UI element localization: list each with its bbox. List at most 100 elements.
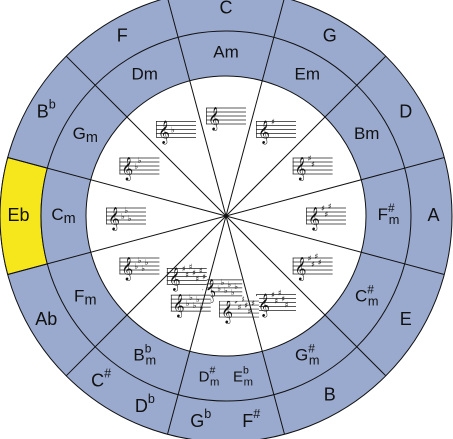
divider-line <box>225 55 387 217</box>
sharp-sign-icon: ♯ <box>274 297 278 306</box>
flat-sign-icon: ♭ <box>171 125 175 134</box>
flat-sign-icon: ♭ <box>193 301 197 310</box>
flat-sign-icon: ♭ <box>189 293 193 302</box>
minor-key-label: Dm <box>132 65 158 84</box>
sharp-sign-icon: ♯ <box>328 202 332 211</box>
treble-clef-icon: 𝄞 <box>221 299 233 324</box>
minor-key-label: Fm <box>74 287 96 308</box>
sharp-sign-icon: ♯ <box>308 254 312 263</box>
treble-clef-icon: 𝄞 <box>308 206 320 231</box>
flat-sign-icon: ♭ <box>121 212 125 221</box>
major-key-label: G <box>323 25 337 45</box>
divider-line <box>225 0 285 217</box>
flat-sign-icon: ♭ <box>134 162 138 171</box>
minor-key-label: Am <box>213 43 239 62</box>
key-signature-staff: 𝄞 <box>206 103 246 131</box>
major-key-label: C <box>220 0 233 17</box>
flat-sign-icon: ♭ <box>134 262 138 271</box>
flat-sign-icon: ♭ <box>217 284 221 293</box>
key-signature-staff: 𝄞 ♯♯♯♯ <box>292 252 333 281</box>
treble-clef-icon: 𝄞 <box>295 256 307 281</box>
key-signature-staff: 𝄞 ♭♭♭♭ <box>119 253 160 281</box>
major-key-label: F <box>117 25 128 45</box>
divider-line <box>225 215 445 275</box>
sharp-sign-icon: ♯ <box>182 264 186 273</box>
treble-clef-icon: 𝄞 <box>208 106 220 131</box>
sharp-sign-icon: ♯ <box>308 154 312 163</box>
sharp-sign-icon: ♯ <box>244 301 248 310</box>
sharp-sign-icon: ♯ <box>195 274 199 283</box>
major-key-label: E <box>400 309 412 329</box>
divider-line <box>65 215 227 377</box>
flat-sign-icon: ♭ <box>128 214 132 223</box>
divider-line <box>225 215 387 377</box>
divider-line <box>65 55 227 217</box>
sharp-sign-icon: ♯ <box>318 258 322 267</box>
minor-key-label: Eb m <box>233 364 253 388</box>
major-key-label-alt: C# <box>91 367 111 390</box>
sharp-sign-icon: ♯ <box>271 117 275 126</box>
key-signature-staff: 𝄞♭♭♭♭♭ <box>170 290 211 318</box>
divider-line <box>7 215 227 275</box>
key-signature-staff: 𝄞 ♯♯♯ <box>306 202 346 231</box>
flat-sign-icon: ♭ <box>227 280 231 289</box>
major-key-label: Eb <box>7 205 29 225</box>
key-signature-staves: 𝄞𝄞 ♯𝄞 ♯♯𝄞 ♯♯♯𝄞 ♯♯♯♯𝄞 ♯♯♯♯♯𝄞 ♯♯♯♯♯♯𝄞 ♭♭♭♭♭♭𝄞 ♭♭♭♭… <box>106 103 346 324</box>
flat-sign-icon: ♭ <box>231 288 235 297</box>
sharp-sign-icon: ♯ <box>202 272 206 281</box>
treble-clef-icon: 𝄞 <box>121 256 133 281</box>
divider-line <box>225 215 285 435</box>
flat-sign-icon: ♭ <box>221 278 225 287</box>
treble-clef-icon: 𝄞 <box>173 293 185 318</box>
sharp-sign-icon: ♯ <box>185 270 189 279</box>
key-signature-staff: 𝄞 ♭♭♭ <box>106 203 146 231</box>
sharp-sign-icon: ♯ <box>285 301 289 310</box>
sharp-sign-icon: ♯ <box>237 303 241 312</box>
segment-dividers <box>7 0 445 435</box>
minor-key-label: Gm <box>73 124 98 145</box>
sharp-sign-icon: ♯ <box>248 307 252 316</box>
major-key-label: Db <box>135 392 155 415</box>
minor-key-label: G# m <box>295 342 320 368</box>
major-key-label: A <box>427 205 439 225</box>
divider-line <box>225 157 445 217</box>
major-key-label: B <box>324 384 336 404</box>
divider-line <box>167 0 227 217</box>
minor-key-label: C# m <box>355 282 379 308</box>
key-signature-staff-alt: 𝄞 ♯♯♯♯♯♯♯ <box>166 262 207 291</box>
sharp-sign-icon: ♯ <box>281 295 285 304</box>
key-signature-staff: 𝄞 ♯♯ <box>292 153 333 181</box>
minor-key-label-alt: D# m <box>199 364 220 388</box>
minor-key-labels: Am Em Bm F# m C# m G# m Eb m D# m Bb m Fm Cm Gm Dm <box>51 43 399 389</box>
major-key-labels: C G D A E B F# Gb Db C# Ab Eb Bb F <box>7 0 439 431</box>
sharp-sign-icon: ♯ <box>311 260 315 269</box>
sharp-sign-icon: ♯ <box>311 160 315 169</box>
major-key-label: Bb <box>37 98 56 121</box>
treble-clef-icon: 𝄞 <box>158 119 170 144</box>
key-signature-staff: 𝄞 ♯ <box>256 116 296 144</box>
major-key-label: D <box>399 101 412 121</box>
sharp-sign-icon: ♯ <box>199 266 203 275</box>
sharp-sign-icon: ♯ <box>278 289 282 298</box>
flat-sign-icon: ♭ <box>234 282 238 291</box>
key-signature-staff: 𝄞 ♯♯♯♯♯ <box>256 289 296 318</box>
major-key-label-alt: Gb <box>190 407 211 430</box>
flat-sign-icon: ♭ <box>186 299 190 308</box>
minor-key-label: Em <box>295 65 321 84</box>
sharp-sign-icon: ♯ <box>314 252 318 261</box>
sharp-sign-icon: ♯ <box>189 262 193 271</box>
sharp-sign-icon: ♯ <box>321 204 325 213</box>
sharp-sign-icon: ♯ <box>251 299 255 308</box>
sharp-sign-icon: ♯ <box>324 210 328 219</box>
key-signature-staff: 𝄞 ♭ <box>156 116 196 144</box>
minor-key-label: Cm <box>51 205 75 226</box>
divider-line <box>7 157 227 217</box>
major-key-label: F# <box>242 407 260 430</box>
flat-sign-icon: ♭ <box>145 258 149 267</box>
flat-sign-icon: ♭ <box>141 264 145 273</box>
flat-sign-icon: ♭ <box>138 256 142 265</box>
treble-clef-icon: 𝄞 <box>121 156 133 181</box>
divider-line <box>167 215 227 435</box>
flat-sign-icon: ♭ <box>124 206 128 215</box>
